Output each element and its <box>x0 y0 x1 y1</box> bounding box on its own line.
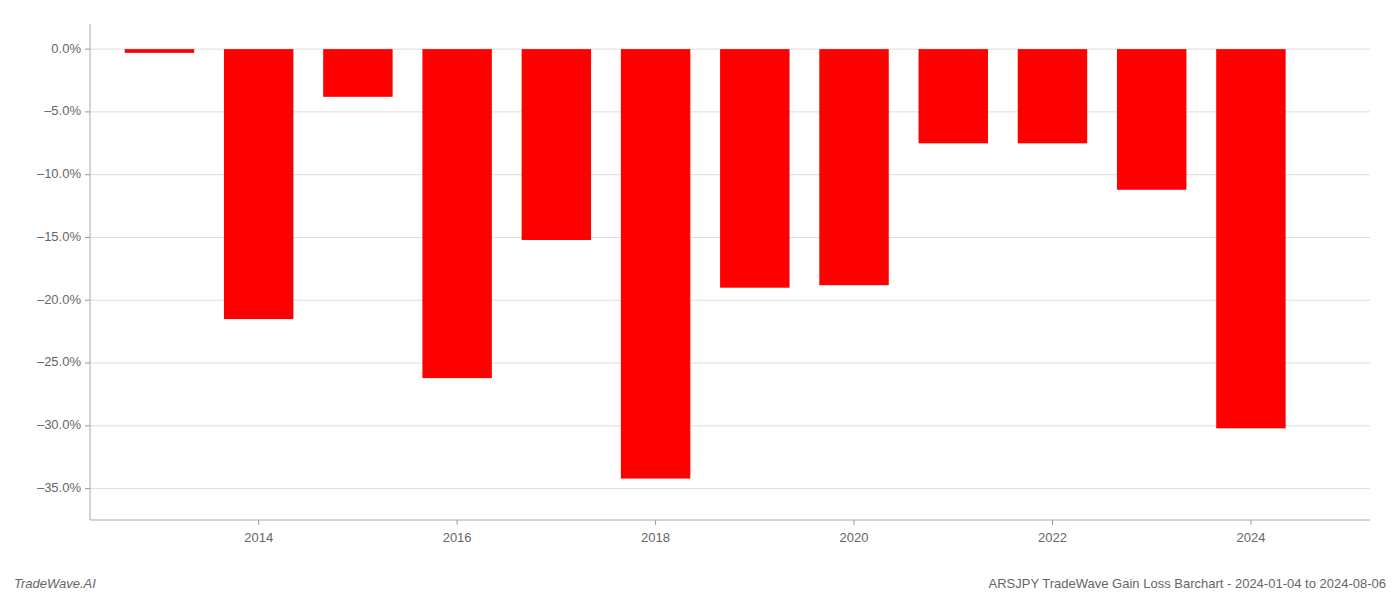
x-tick-label: 2024 <box>1236 530 1265 545</box>
grid-line <box>90 363 1370 364</box>
grid-line <box>90 425 1370 426</box>
chart-svg: 0.0% –5.0% –10.0% –15.0% –20.0% –25.0% –30.0% –… <box>0 0 1400 600</box>
x-tick-label: 2018 <box>641 530 670 545</box>
bar <box>125 49 194 53</box>
y-tick-label: –35.0% <box>37 480 82 495</box>
y-tick <box>85 111 90 112</box>
grid-line <box>90 488 1370 489</box>
y-tick <box>85 49 90 50</box>
x-tick-label: 2014 <box>244 530 273 545</box>
footer-left: TradeWave.AI <box>14 576 96 591</box>
bar <box>819 49 888 285</box>
x-tick-label: 2022 <box>1038 530 1067 545</box>
bar <box>919 49 988 143</box>
grid <box>90 49 1370 488</box>
x-tick <box>1250 520 1251 525</box>
y-tick <box>85 237 90 238</box>
chart-container: 0.0% –5.0% –10.0% –15.0% –20.0% –25.0% –30.0% –… <box>0 0 1400 600</box>
y-tick <box>85 174 90 175</box>
background <box>0 0 1400 600</box>
bar <box>621 49 690 478</box>
y-tick-label: 0.0% <box>51 41 81 56</box>
y-tick-label: –25.0% <box>37 354 82 369</box>
x-tick <box>258 520 259 525</box>
y-axis-line <box>90 24 91 520</box>
x-tick <box>1052 520 1053 525</box>
y-tick-label: –5.0% <box>44 103 81 118</box>
y-axis: 0.0% –5.0% –10.0% –15.0% –20.0% –25.0% –30.0% –… <box>37 24 90 520</box>
y-tick-label: –15.0% <box>37 229 82 244</box>
x-axis: 2014 2016 2018 2020 2022 2024 <box>90 520 1370 545</box>
y-tick <box>85 363 90 364</box>
bar <box>1216 49 1285 428</box>
bar <box>224 49 293 319</box>
y-tick <box>85 488 90 489</box>
bar <box>720 49 789 288</box>
x-axis-line <box>90 520 1370 521</box>
x-tick-label: 2020 <box>840 530 869 545</box>
y-tick-label: –20.0% <box>37 292 82 307</box>
bar <box>522 49 591 240</box>
y-tick-label: –10.0% <box>37 166 82 181</box>
x-tick <box>655 520 656 525</box>
x-tick <box>854 520 855 525</box>
y-tick <box>85 300 90 301</box>
bar <box>1117 49 1186 190</box>
y-tick <box>85 425 90 426</box>
bar <box>422 49 491 378</box>
bar <box>1018 49 1087 143</box>
bar <box>323 49 392 97</box>
footer-right: ARSJPY TradeWave Gain Loss Barchart - 20… <box>989 576 1386 591</box>
x-tick-label: 2016 <box>443 530 472 545</box>
bars <box>125 49 1286 478</box>
y-tick-label: –30.0% <box>37 417 82 432</box>
x-tick <box>457 520 458 525</box>
